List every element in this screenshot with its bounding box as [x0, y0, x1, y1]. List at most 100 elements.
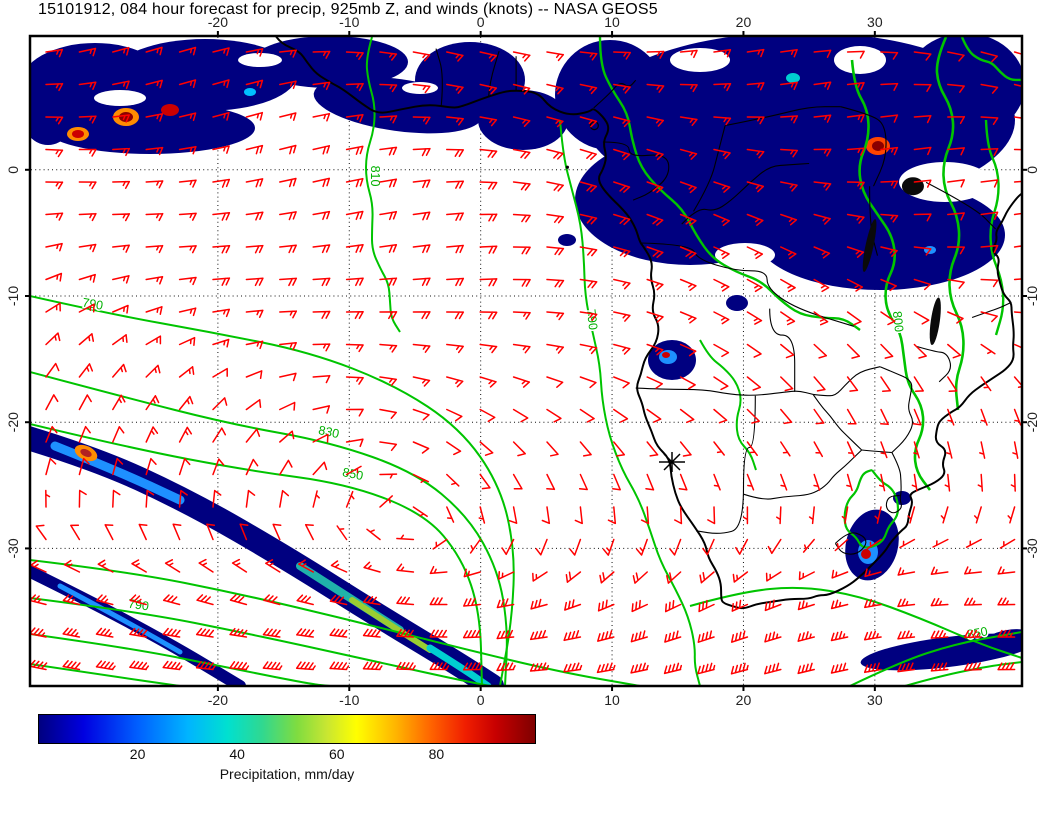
colorbar-gradient: [38, 714, 536, 744]
wind-barb: [131, 559, 147, 573]
wind-barb: [45, 148, 64, 158]
wind-barb: [780, 278, 796, 293]
basemap-layer: [275, 37, 1021, 610]
asterisk-marker: [663, 453, 681, 471]
wind-barb: [713, 246, 730, 259]
wind-barb: [913, 51, 932, 61]
wind-barb: [312, 177, 331, 188]
wind-barb: [913, 179, 932, 188]
wind-barb: [932, 538, 949, 548]
wind-barb: [1013, 278, 1021, 281]
wind-barb: [336, 525, 348, 541]
wind-barb: [96, 594, 114, 606]
country-border: [693, 125, 726, 212]
wind-barb: [512, 343, 531, 354]
wind-barb: [479, 116, 498, 127]
wind-barb: [930, 630, 949, 639]
wind-barb: [947, 246, 966, 255]
wind-barb: [880, 278, 897, 292]
wind-barb: [62, 660, 81, 671]
wind-barb: [412, 147, 431, 157]
wind-barb: [78, 303, 95, 313]
wind-barb: [697, 662, 716, 675]
wind-barb: [713, 376, 729, 391]
wind-barb: [112, 46, 130, 56]
wind-barb: [312, 244, 331, 254]
wind-barb: [195, 627, 215, 638]
wind-barb: [613, 51, 632, 60]
wind-barb: [379, 178, 398, 188]
wind-barb: [497, 570, 515, 580]
wind-barb: [446, 408, 463, 422]
wind-barb: [813, 441, 824, 458]
wind-barb: [713, 181, 731, 193]
wind-barb: [1013, 212, 1021, 216]
wind-barb: [145, 212, 164, 222]
country-border: [724, 106, 841, 127]
wind-barb: [479, 213, 498, 222]
wind-barb: [479, 245, 498, 254]
wind-barb: [412, 506, 428, 518]
contour-label: 810: [368, 166, 382, 187]
wind-barb: [446, 148, 465, 158]
wind-barb: [78, 148, 97, 157]
wind-barb: [713, 278, 730, 292]
wind-barb: [412, 179, 431, 189]
wind-barb: [780, 181, 798, 192]
map-plot: 790830850810790790850800-20-20-10-100010…: [5, 14, 1040, 708]
wind-barb: [780, 81, 798, 91]
wind-barb: [664, 599, 682, 613]
wind-barb: [813, 213, 831, 225]
wind-barb: [279, 372, 297, 382]
wind-barb: [997, 597, 1016, 606]
wind-barb: [145, 335, 162, 346]
wind-barb: [62, 594, 81, 606]
wind-barb: [678, 473, 688, 491]
wind-barb: [1013, 311, 1021, 314]
wind-barb: [841, 506, 849, 525]
wind-barb: [679, 311, 697, 324]
wind-barb: [863, 630, 882, 641]
precip-region: [478, 90, 568, 150]
wind-barb: [546, 376, 564, 388]
colorbar-tick-label: 40: [229, 746, 245, 762]
wind-barb: [546, 51, 565, 62]
wind-barb: [145, 489, 155, 508]
wind-barb: [396, 534, 415, 541]
wind-barb: [980, 211, 999, 220]
height-contour: [31, 295, 515, 685]
wind-barb: [746, 473, 755, 491]
wind-barb: [980, 376, 992, 392]
wind-barb: [412, 116, 431, 125]
wind-barb: [178, 395, 194, 411]
wind-barb: [679, 441, 692, 457]
wind-barb: [864, 568, 882, 578]
wind-barb: [245, 144, 264, 155]
precip-region: [161, 104, 179, 116]
country-border: [696, 395, 756, 534]
wind-barb: [541, 506, 551, 525]
sao-tome-island: [565, 165, 569, 169]
wind-barb: [780, 408, 793, 425]
wind-barb: [229, 594, 248, 606]
wind-barb: [212, 308, 231, 318]
wind-barb: [813, 148, 832, 157]
wind-barb: [262, 628, 281, 638]
wind-barb: [913, 146, 932, 156]
wind-barb: [613, 148, 631, 161]
height-contour: [689, 586, 1021, 659]
wind-barb: [699, 571, 715, 584]
wind-barb: [866, 538, 882, 550]
precip-region: [662, 352, 670, 358]
wind-barb: [764, 631, 782, 643]
wind-barb: [944, 473, 951, 492]
wind-barb: [31, 659, 48, 671]
wind-barb: [579, 148, 597, 161]
wind-barb: [730, 630, 749, 643]
wind-barb: [345, 210, 364, 221]
wind-barb: [379, 244, 398, 253]
wind-barb: [245, 111, 264, 121]
wind-barb: [379, 376, 398, 386]
